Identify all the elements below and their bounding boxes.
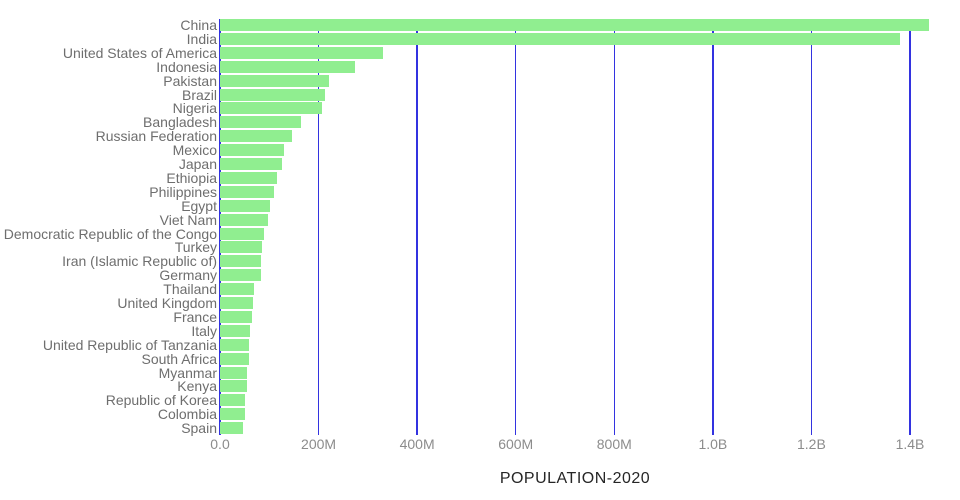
- category-label: Kenya: [177, 378, 217, 395]
- category-label: India: [186, 30, 217, 47]
- bar: [220, 32, 901, 45]
- bar: [220, 310, 253, 323]
- bar: [220, 352, 250, 365]
- x-axis-title: POPULATION-2020: [499, 470, 651, 487]
- category-label: Brazil: [181, 86, 217, 103]
- category-label: Spain: [181, 420, 217, 437]
- category-label: Democratic Republic of the Congo: [3, 225, 217, 242]
- category-label: China: [180, 17, 217, 33]
- bar: [220, 199, 271, 212]
- bar: [220, 380, 247, 393]
- category-label: Pakistan: [163, 72, 217, 89]
- gridline-1.0B: [712, 19, 714, 435]
- bar: [220, 394, 246, 407]
- bar: [220, 74, 329, 87]
- bar: [220, 213, 268, 226]
- bar: [220, 324, 250, 337]
- category-label: Myanmar: [158, 364, 217, 381]
- bar: [220, 46, 384, 59]
- x-tick-label: 1.4B: [895, 436, 925, 452]
- gridline-1.4B: [909, 19, 911, 435]
- category-label: Japan: [178, 156, 217, 172]
- gridline-400M: [416, 19, 418, 435]
- bar: [220, 408, 246, 421]
- bar: [220, 60, 355, 73]
- category-label: South Africa: [141, 350, 218, 367]
- x-tick-label: 0.0: [210, 436, 230, 452]
- bar: [220, 171, 277, 184]
- category-label: Colombia: [157, 406, 217, 423]
- category-label: Germany: [159, 267, 217, 284]
- bar: [220, 102, 322, 115]
- bar: [220, 185, 275, 198]
- category-label: Italy: [191, 322, 217, 339]
- bar: [220, 88, 325, 101]
- bar: [220, 116, 302, 129]
- category-label: Nigeria: [172, 100, 217, 117]
- category-label: Republic of Korea: [105, 392, 217, 409]
- x-tick-label: 600M: [498, 436, 534, 452]
- category-label: Thailand: [163, 281, 217, 298]
- bar: [220, 283, 255, 296]
- gridline-800M: [613, 19, 616, 435]
- gridline-600M: [514, 19, 517, 435]
- bar: [220, 130, 292, 143]
- bar: [220, 422, 244, 435]
- category-label: Iran (Islamic Republic of): [62, 253, 217, 270]
- category-label: Egypt: [181, 197, 217, 214]
- category-label: Indonesia: [156, 58, 217, 75]
- bar: [220, 297, 254, 309]
- bar: [220, 144, 284, 157]
- x-tick-label: 400M: [399, 436, 435, 452]
- x-tick-label: 200M: [301, 436, 337, 452]
- bar: [220, 366, 247, 379]
- category-label: Turkey: [174, 239, 217, 256]
- bar: [220, 255, 262, 268]
- bar: [220, 19, 930, 31]
- x-tick-label: 1.0B: [698, 436, 728, 452]
- category-label: Philippines: [149, 183, 217, 200]
- category-label: France: [173, 308, 217, 325]
- category-label: Ethiopia: [166, 169, 217, 186]
- category-label: United States of America: [62, 44, 217, 61]
- category-label: United Kingdom: [117, 295, 217, 311]
- category-label: Bangladesh: [143, 114, 217, 131]
- bar: [220, 158, 283, 170]
- category-label: Viet Nam: [159, 211, 217, 228]
- bar: [220, 241, 262, 254]
- bar: [220, 338, 250, 351]
- bar: [220, 227, 265, 240]
- x-tick-label: 800M: [596, 436, 632, 452]
- x-tick-label: 1.2B: [797, 436, 826, 452]
- category-label: Russian Federation: [95, 128, 217, 145]
- gridline-200M: [317, 19, 320, 435]
- category-label: United Republic of Tanzania: [42, 336, 217, 353]
- category-label: Mexico: [172, 142, 217, 159]
- bar: [220, 269, 262, 282]
- gridline-0.0: [219, 19, 221, 435]
- gridline-1.2B: [810, 19, 813, 435]
